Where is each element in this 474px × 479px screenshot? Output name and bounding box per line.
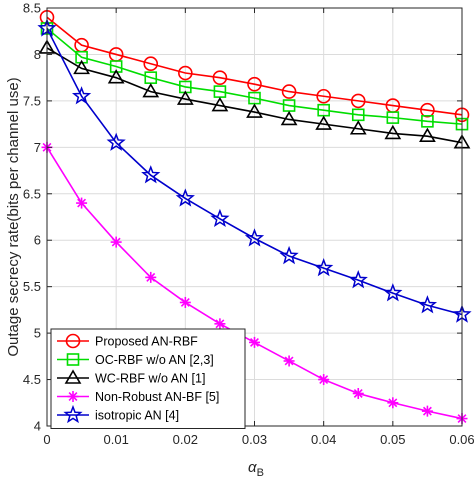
series-5-point [348, 270, 368, 289]
x-tick-label: 0.02 [173, 432, 198, 447]
series-1-point [281, 84, 297, 99]
legend-entry: WC-RBF w/o AN [1] [95, 372, 205, 386]
series-4-point [214, 318, 226, 330]
series-1-point [350, 93, 366, 109]
series-4-point-stroke [250, 337, 259, 347]
y-tick-label: 8.5 [23, 1, 41, 16]
legend-entry: Non-Robust AN-BF [5] [95, 390, 219, 404]
series-4-point-stroke [422, 406, 432, 416]
series-1-point [247, 76, 262, 92]
series-4-point [387, 397, 399, 409]
series-4-point [110, 236, 122, 248]
series-4-point-stroke [215, 319, 225, 329]
series-1-point [212, 70, 228, 85]
series-3-point [315, 115, 333, 130]
legend-marker [63, 404, 83, 424]
series-3-point [73, 59, 90, 75]
series-4-point [179, 296, 191, 308]
series-4-point [318, 374, 330, 386]
series-3-point [176, 90, 194, 105]
legend-marker [64, 369, 82, 384]
series-3-point [211, 96, 229, 112]
series-4-point [145, 271, 157, 283]
x-axis-label-sub: B [257, 467, 264, 479]
x-tick-label: 0.05 [380, 432, 405, 447]
x-axis-label: αB [248, 459, 264, 479]
series-4-point-stroke [319, 375, 329, 385]
series-4-point [249, 336, 260, 348]
x-tick-label: 0.06 [449, 432, 474, 447]
series-4-point-stroke [284, 356, 294, 366]
series-5-point [141, 165, 161, 184]
series-5-point [175, 188, 195, 207]
series-3-point [419, 127, 436, 142]
series-4-point-stroke [388, 398, 398, 408]
series-1-point [420, 102, 435, 118]
series-2-point [386, 111, 400, 124]
series-5-point [383, 283, 403, 302]
series-3-point [107, 69, 125, 84]
series-line-2 [46, 27, 463, 125]
y-axis-label: Outage secrecy rate(bits per channel use… [5, 77, 22, 356]
series-line-1 [46, 16, 463, 116]
series-4-point-stroke [180, 298, 190, 307]
series-4-point-stroke [77, 198, 87, 208]
y-tick-label: 7.5 [23, 93, 41, 108]
series-1-point [143, 56, 159, 72]
x-axis-label-main: α [248, 459, 257, 476]
series-line-3 [46, 47, 463, 144]
x-tick-label: 0.03 [242, 432, 267, 447]
legend-entry: isotropic AN [4] [95, 409, 179, 423]
series-5-point [106, 132, 126, 151]
legend-marker-stroke [68, 392, 78, 401]
series-4-point [283, 355, 295, 367]
legend-marker [65, 333, 81, 349]
series-5-point [417, 295, 438, 314]
y-tick-label: 4 [34, 419, 41, 434]
legend-marker [67, 391, 79, 402]
series-1-point [178, 65, 193, 81]
x-tick-label: 0 [43, 432, 50, 447]
series-4-point-stroke [146, 272, 156, 282]
legend-marker [66, 353, 80, 366]
series-3-point [384, 124, 402, 140]
series-5-point [314, 257, 334, 277]
x-tick-label: 0.01 [104, 432, 129, 447]
series-3-point [246, 103, 263, 118]
series-3-point [280, 110, 298, 126]
ticks: 0 0.01 0.02 0.03 0.04 0.05 0.06 4 4.5 5 5.5 6 6.5 7 7.… [23, 1, 474, 448]
series-5-point [279, 245, 299, 265]
series-5-point [244, 228, 265, 247]
y-tick-label: 5 [34, 326, 41, 341]
series-5-point [71, 86, 92, 105]
legend-entry: Proposed AN-RBF [95, 335, 198, 349]
series-4-point [76, 197, 88, 209]
y-tick-label: 5.5 [23, 279, 41, 294]
series-4-point [352, 387, 364, 399]
series-4-point-stroke [353, 389, 363, 398]
series-3-point [349, 120, 367, 135]
y-tick-label: 7 [34, 140, 41, 155]
legend-box [50, 328, 246, 429]
y-tick-label: 4.5 [23, 372, 41, 387]
y-tick-label: 8 [34, 47, 41, 62]
y-tick-label: 6.5 [23, 186, 41, 201]
series-4-point-stroke [111, 237, 121, 247]
series-line-5 [46, 28, 463, 316]
y-tick-label: 6 [34, 233, 41, 248]
x-tick-label: 0.04 [311, 432, 336, 447]
series-5-point [210, 208, 230, 228]
series-4-point [421, 405, 433, 417]
legend: Proposed AN-RBF OC-RBF w/o AN [2,3] WC-RBF… [50, 328, 246, 429]
legend-entry: OC-RBF w/o AN [2,3] [95, 353, 214, 367]
series-3-point [142, 83, 160, 98]
series-1-point [316, 88, 331, 104]
series-2-point [421, 115, 434, 128]
